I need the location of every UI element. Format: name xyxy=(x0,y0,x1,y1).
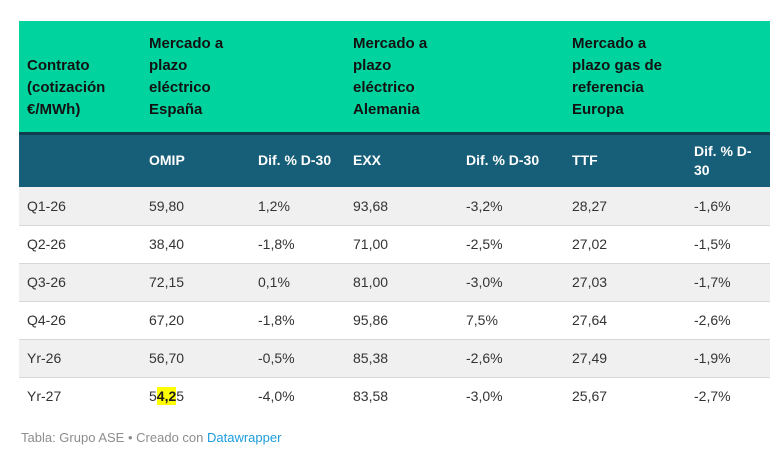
value-cell: 27,49 xyxy=(564,338,686,377)
data-table: Contrato (cotización €/MWh) Mercado a pl… xyxy=(19,21,770,415)
group-header-3: Mercado a plazo gas de referencia Europa xyxy=(564,21,770,133)
value-cell: -2,6% xyxy=(686,300,770,339)
value-cell: -2,7% xyxy=(686,376,770,415)
value-cell: 7,5% xyxy=(458,300,564,339)
value-cell: -3,0% xyxy=(458,376,564,415)
highlighted-text: 4,2 xyxy=(156,387,177,406)
row-label: Q1-26 xyxy=(19,187,141,225)
value-cell: 95,86 xyxy=(345,300,458,339)
futures-price-table: Contrato (cotización €/MWh) Mercado a pl… xyxy=(19,21,770,415)
value-cell: 27,64 xyxy=(564,300,686,339)
value-cell: -1,6% xyxy=(686,187,770,225)
group-header-row: Contrato (cotización €/MWh) Mercado a pl… xyxy=(19,21,770,133)
column-header-3: EXX xyxy=(345,131,458,187)
value-cell: -1,9% xyxy=(686,338,770,377)
row-label: Yr-27 xyxy=(19,376,141,415)
value-cell: 85,38 xyxy=(345,338,458,377)
value-cell: -2,5% xyxy=(458,224,564,263)
credit-label: Creado con xyxy=(136,430,204,445)
empty-header-cell xyxy=(19,131,141,187)
value-cell: 71,00 xyxy=(345,224,458,263)
value-cell: -3,2% xyxy=(458,187,564,225)
value-cell: 25,67 xyxy=(564,376,686,415)
column-header-label: Dif. % D-30 xyxy=(258,152,332,169)
value-cell: 54,25 xyxy=(141,376,250,415)
column-header-label: TTF xyxy=(572,152,598,169)
table-row: Q3-26 72,15 0,1% 81,00 -3,0% 27,03 -1,7% xyxy=(19,262,770,301)
group-header-2: Mercado a plazo eléctrico Alemania xyxy=(345,21,564,133)
group-header-1: Mercado a plazo eléctrico España xyxy=(141,21,345,133)
column-header-label: Dif. % D-30 xyxy=(466,152,540,169)
value-cell: 93,68 xyxy=(345,187,458,225)
value-cell: 27,03 xyxy=(564,262,686,301)
value-cell: -1,8% xyxy=(250,224,345,263)
value-cell: -0,5% xyxy=(250,338,345,377)
group-header-label: Mercado a plazo gas de referencia Europa xyxy=(572,34,663,118)
value-cell: 38,40 xyxy=(141,224,250,263)
value-cell: 83,58 xyxy=(345,376,458,415)
column-header-label: EXX xyxy=(353,152,382,169)
row-label: Q3-26 xyxy=(19,262,141,301)
table-row: Q2-26 38,40 -1,8% 71,00 -2,5% 27,02 -1,5% xyxy=(19,224,770,263)
row-label: Yr-26 xyxy=(19,338,141,377)
value-cell: 67,20 xyxy=(141,300,250,339)
column-header-1: OMIP xyxy=(141,131,250,187)
row-label: Q4-26 xyxy=(19,300,141,339)
column-header-label: Dif. % D-30 xyxy=(694,142,752,178)
footer-separator: • xyxy=(127,430,133,445)
value-cell: 1,2% xyxy=(250,187,345,225)
column-header-6: Dif. % D-30 xyxy=(686,131,770,187)
table-row: Yr-26 56,70 -0,5% 85,38 -2,6% 27,49 -1,9% xyxy=(19,338,770,377)
group-header-label: Mercado a plazo eléctrico España xyxy=(149,34,224,118)
value-cell: -3,0% xyxy=(458,262,564,301)
row-label: Q2-26 xyxy=(19,224,141,263)
table-row: Q4-26 67,20 -1,8% 95,86 7,5% 27,64 -2,6% xyxy=(19,300,770,339)
attribution-footer: Tabla: Grupo ASE • Creado con Datawrappe… xyxy=(21,430,281,445)
value-cell: 72,15 xyxy=(141,262,250,301)
value-cell: -4,0% xyxy=(250,376,345,415)
value-cell: -1,7% xyxy=(686,262,770,301)
source-label: Tabla: Grupo ASE xyxy=(21,430,125,445)
value-cell: 56,70 xyxy=(141,338,250,377)
value-cell: 28,27 xyxy=(564,187,686,225)
corner-header: Contrato (cotización €/MWh) xyxy=(19,21,141,133)
corner-header-label: Contrato (cotización €/MWh) xyxy=(27,56,106,118)
column-header-2: Dif. % D-30 xyxy=(250,131,345,187)
value-cell: 81,00 xyxy=(345,262,458,301)
value-cell: -1,5% xyxy=(686,224,770,263)
column-header-row: OMIP Dif. % D-30 EXX Dif. % D-30 TTF Dif. % D… xyxy=(19,131,770,187)
value-cell: -2,6% xyxy=(458,338,564,377)
group-header-label: Mercado a plazo eléctrico Alemania xyxy=(353,34,428,118)
table-row: Q1-26 59,80 1,2% 93,68 -3,2% 28,27 -1,6% xyxy=(19,187,770,225)
column-header-5: TTF xyxy=(564,131,686,187)
value-cell: 27,02 xyxy=(564,224,686,263)
datawrapper-link[interactable]: Datawrapper xyxy=(207,430,282,445)
column-header-label: OMIP xyxy=(149,152,185,169)
value-cell: 0,1% xyxy=(250,262,345,301)
table-row: Yr-27 54,25 -4,0% 83,58 -3,0% 25,67 -2,7% xyxy=(19,376,770,415)
column-header-4: Dif. % D-30 xyxy=(458,131,564,187)
value-cell: -1,8% xyxy=(250,300,345,339)
value-cell: 59,80 xyxy=(141,187,250,225)
